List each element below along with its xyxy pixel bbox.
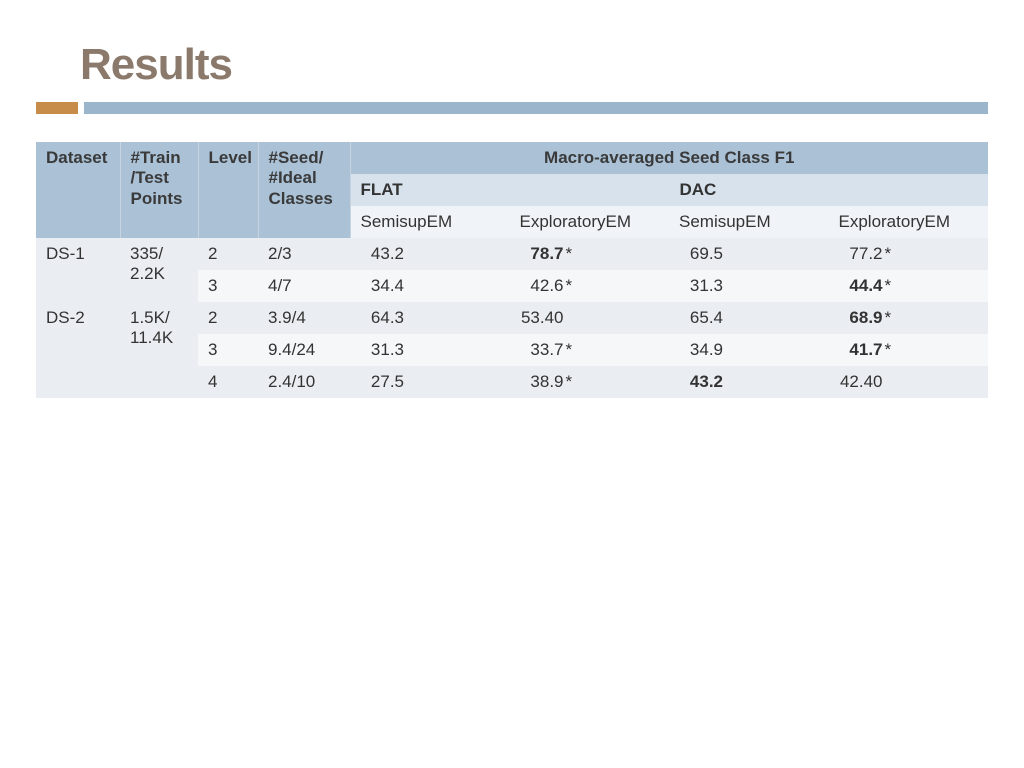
results-table: Dataset #Train /Test Points Level #Seed/…	[36, 142, 988, 398]
cell-seed: 4/7	[258, 270, 350, 302]
cell-value: 33.7*	[510, 334, 670, 366]
col-sub-1: ExploratoryEM	[510, 206, 670, 238]
slide: Results Dataset #Train /Test Points Leve…	[0, 0, 1024, 768]
col-sub-3: ExploratoryEM	[829, 206, 989, 238]
cell-level: 2	[198, 302, 258, 334]
cell-value: 38.9*	[510, 366, 670, 398]
cell-seed: 2.4/10	[258, 366, 350, 398]
cell-seed: 2/3	[258, 238, 350, 270]
accent-bar	[36, 102, 78, 114]
cell-value: 31.3	[350, 334, 510, 366]
cell-level: 3	[198, 270, 258, 302]
cell-level: 4	[198, 366, 258, 398]
col-group-dac: DAC	[669, 174, 988, 206]
cell-value: 43.2	[350, 238, 510, 270]
table-row: DS-1335/ 2.2K22/343.278.7*69.577.2*	[36, 238, 988, 270]
col-header-spanner: Macro-averaged Seed Class F1	[350, 142, 988, 174]
col-header-seed: #Seed/ #Ideal Classes	[258, 142, 350, 238]
main-bar	[84, 102, 988, 114]
cell-value: 77.2*	[829, 238, 989, 270]
col-header-dataset: Dataset	[36, 142, 120, 238]
cell-value: 42.40	[829, 366, 989, 398]
table-row: DS-21.5K/ 11.4K23.9/464.353.4065.468.9*	[36, 302, 988, 334]
cell-value: 34.4	[350, 270, 510, 302]
col-group-flat: FLAT	[350, 174, 669, 206]
col-header-traintest: #Train /Test Points	[120, 142, 198, 238]
cell-traintest: 1.5K/ 11.4K	[120, 302, 198, 398]
cell-value: 42.6*	[510, 270, 670, 302]
cell-value: 69.5	[669, 238, 829, 270]
cell-value: 34.9	[669, 334, 829, 366]
cell-value: 53.40	[510, 302, 670, 334]
col-header-level: Level	[198, 142, 258, 238]
cell-value: 65.4	[669, 302, 829, 334]
col-sub-2: SemisupEM	[669, 206, 829, 238]
cell-dataset: DS-1	[36, 238, 120, 302]
cell-value: 41.7*	[829, 334, 989, 366]
cell-seed: 3.9/4	[258, 302, 350, 334]
cell-value: 43.2	[669, 366, 829, 398]
cell-level: 2	[198, 238, 258, 270]
cell-value: 44.4*	[829, 270, 989, 302]
cell-value: 64.3	[350, 302, 510, 334]
col-sub-0: SemisupEM	[350, 206, 510, 238]
header-row-1: Dataset #Train /Test Points Level #Seed/…	[36, 142, 988, 174]
title-rule	[36, 102, 988, 114]
cell-value: 27.5	[350, 366, 510, 398]
cell-traintest: 335/ 2.2K	[120, 238, 198, 302]
cell-value: 78.7*	[510, 238, 670, 270]
table-body: DS-1335/ 2.2K22/343.278.7*69.577.2*34/73…	[36, 238, 988, 398]
cell-level: 3	[198, 334, 258, 366]
cell-dataset: DS-2	[36, 302, 120, 398]
cell-value: 31.3	[669, 270, 829, 302]
cell-value: 68.9*	[829, 302, 989, 334]
cell-seed: 9.4/24	[258, 334, 350, 366]
page-title: Results	[80, 40, 988, 90]
